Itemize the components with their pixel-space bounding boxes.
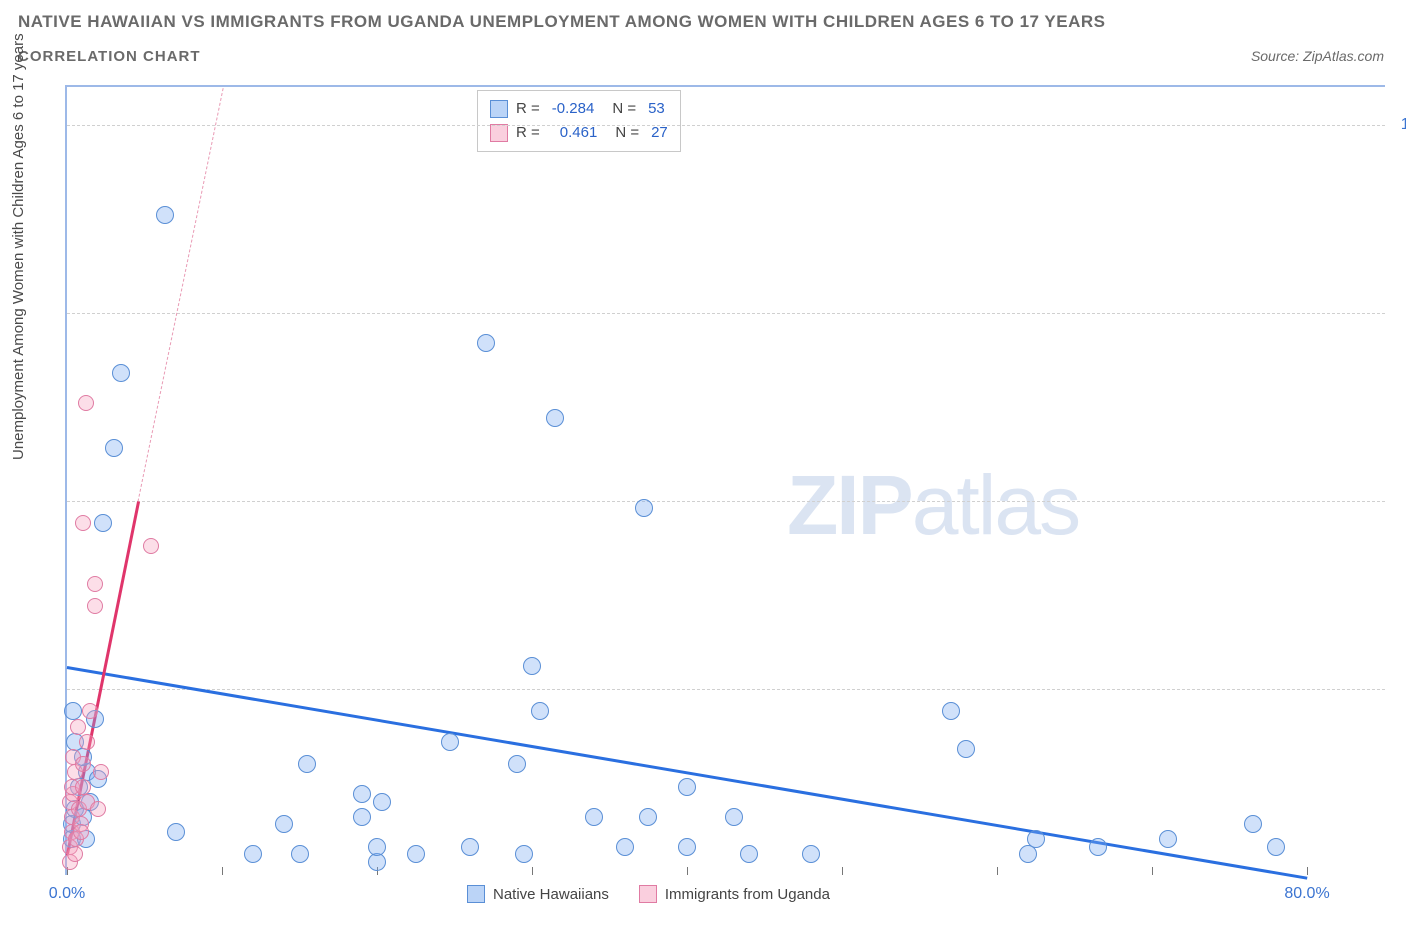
x-tick-label: 80.0% bbox=[1284, 885, 1329, 903]
legend-r-blue: -0.284 bbox=[552, 97, 595, 121]
data-point bbox=[156, 206, 174, 224]
x-tick-mark bbox=[1152, 867, 1153, 875]
scatter-chart: ZIPatlas R = -0.284 N = 53 R = 0.461 N =… bbox=[65, 85, 1385, 875]
x-tick-mark bbox=[997, 867, 998, 875]
data-point bbox=[82, 703, 98, 719]
legend-item-blue: Native Hawaiians bbox=[467, 885, 609, 903]
data-point bbox=[635, 499, 653, 517]
data-point bbox=[73, 824, 89, 840]
data-point bbox=[298, 755, 316, 773]
data-point bbox=[678, 778, 696, 796]
grid-line-h bbox=[67, 501, 1385, 502]
data-point bbox=[353, 785, 371, 803]
watermark: ZIPatlas bbox=[787, 457, 1079, 554]
data-point bbox=[515, 845, 533, 863]
data-point bbox=[93, 764, 109, 780]
data-point bbox=[291, 845, 309, 863]
data-point bbox=[616, 838, 634, 856]
data-point bbox=[78, 395, 94, 411]
data-point bbox=[942, 702, 960, 720]
legend-swatch-pink bbox=[639, 885, 657, 903]
y-tick-label: 100.0% bbox=[1401, 116, 1406, 134]
data-point bbox=[740, 845, 758, 863]
data-point bbox=[244, 845, 262, 863]
legend-label-pink: Immigrants from Uganda bbox=[665, 886, 830, 903]
data-point bbox=[353, 808, 371, 826]
x-tick-mark bbox=[687, 867, 688, 875]
data-point bbox=[407, 845, 425, 863]
data-point bbox=[802, 845, 820, 863]
data-point bbox=[477, 334, 495, 352]
legend-item-pink: Immigrants from Uganda bbox=[639, 885, 830, 903]
data-point bbox=[87, 598, 103, 614]
data-point bbox=[143, 538, 159, 554]
data-point bbox=[79, 734, 95, 750]
x-tick-mark bbox=[1307, 867, 1308, 875]
source-label: Source: ZipAtlas.com bbox=[1251, 48, 1384, 64]
data-point bbox=[368, 838, 386, 856]
data-point bbox=[1244, 815, 1262, 833]
data-point bbox=[725, 808, 743, 826]
legend-r-label: R = bbox=[516, 97, 540, 121]
data-point bbox=[112, 364, 130, 382]
data-point bbox=[90, 801, 106, 817]
data-point bbox=[67, 846, 83, 862]
data-point bbox=[461, 838, 479, 856]
x-tick-mark bbox=[222, 867, 223, 875]
data-point bbox=[70, 719, 86, 735]
data-point bbox=[1267, 838, 1285, 856]
legend-swatch-pink bbox=[490, 124, 508, 142]
grid-line-h bbox=[67, 689, 1385, 690]
data-point bbox=[275, 815, 293, 833]
data-point bbox=[167, 823, 185, 841]
chart-subtitle: CORRELATION CHART bbox=[18, 48, 201, 65]
x-tick-label: 0.0% bbox=[49, 885, 85, 903]
data-point bbox=[508, 755, 526, 773]
data-point bbox=[1159, 830, 1177, 848]
legend-swatch-blue bbox=[467, 885, 485, 903]
data-point bbox=[94, 514, 112, 532]
y-axis-label: Unemployment Among Women with Children A… bbox=[10, 33, 27, 460]
data-point bbox=[546, 409, 564, 427]
legend-n-blue: 53 bbox=[648, 97, 665, 121]
data-point bbox=[441, 733, 459, 751]
grid-line-h bbox=[67, 125, 1385, 126]
data-point bbox=[75, 515, 91, 531]
x-tick-mark bbox=[532, 867, 533, 875]
data-point bbox=[105, 439, 123, 457]
data-point bbox=[1089, 838, 1107, 856]
data-point bbox=[957, 740, 975, 758]
series-legend: Native Hawaiians Immigrants from Uganda bbox=[467, 885, 830, 903]
chart-title: NATIVE HAWAIIAN VS IMMIGRANTS FROM UGAND… bbox=[18, 12, 1105, 32]
data-point bbox=[1027, 830, 1045, 848]
data-point bbox=[75, 756, 91, 772]
legend-n-label: N = bbox=[612, 97, 636, 121]
data-point bbox=[373, 793, 391, 811]
data-point bbox=[75, 779, 91, 795]
data-point bbox=[531, 702, 549, 720]
data-point bbox=[678, 838, 696, 856]
x-tick-mark bbox=[842, 867, 843, 875]
trend-line-extension bbox=[138, 87, 224, 501]
data-point bbox=[523, 657, 541, 675]
grid-line-h bbox=[67, 313, 1385, 314]
legend-label-blue: Native Hawaiians bbox=[493, 886, 609, 903]
legend-swatch-blue bbox=[490, 100, 508, 118]
data-point bbox=[639, 808, 657, 826]
data-point bbox=[585, 808, 603, 826]
data-point bbox=[87, 576, 103, 592]
legend-row-blue: R = -0.284 N = 53 bbox=[490, 97, 668, 121]
correlation-legend: R = -0.284 N = 53 R = 0.461 N = 27 bbox=[477, 90, 681, 152]
